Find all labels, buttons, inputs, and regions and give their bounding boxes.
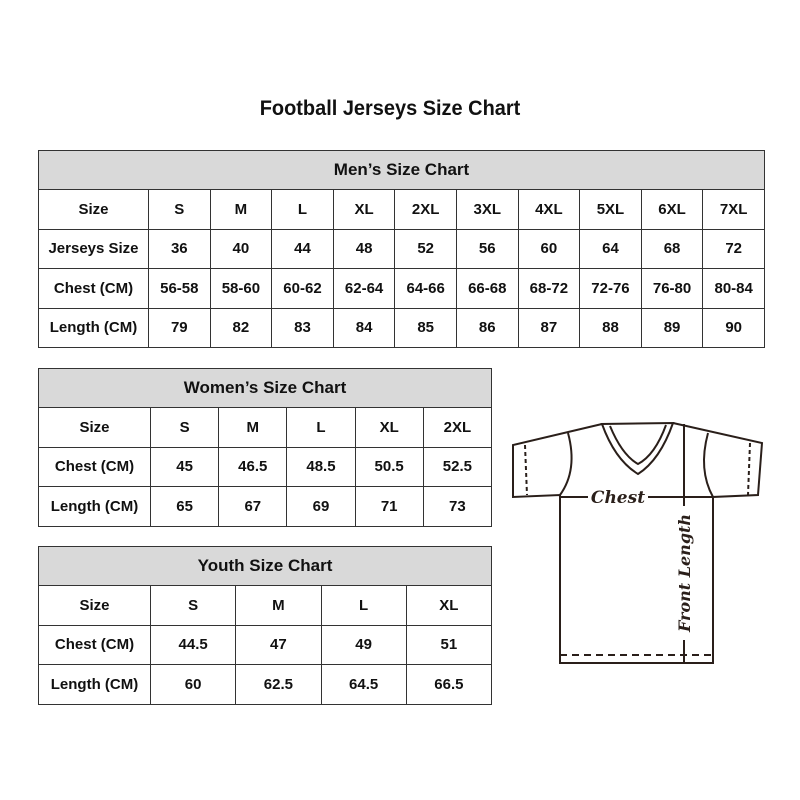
table-cell: 68 [640, 228, 704, 269]
table-cell: 85 [394, 307, 457, 348]
table-cell: 88 [579, 307, 642, 348]
table-cell: S [148, 189, 211, 230]
table-cell: 64 [579, 228, 642, 269]
row-header: Size [38, 407, 151, 448]
table-cell: 47 [235, 624, 322, 665]
table-cell: 89 [640, 307, 704, 348]
table-cell: 46.5 [218, 446, 288, 487]
table-cell: L [286, 407, 356, 448]
table-cell: 79 [148, 307, 211, 348]
shirt-outline-icon [512, 422, 764, 664]
table-row: Size S M L XL 2XL 3XL 4XL 5XL 6XL 7XL [38, 189, 765, 230]
table-cell: 68-72 [517, 268, 581, 309]
table-cell: 52.5 [422, 446, 493, 487]
table-cell: M [218, 407, 288, 448]
table-cell: 51 [405, 624, 493, 665]
table-row: Jerseys Size 36 40 44 48 52 56 60 64 68 72 [38, 228, 765, 269]
table-cell: 71 [354, 486, 424, 527]
table-cell: L [320, 585, 407, 626]
table-cell: 56-58 [148, 268, 211, 309]
table-cell: 5XL [579, 189, 642, 230]
row-header: Chest (CM) [38, 268, 149, 309]
table-cell: 65 [149, 486, 220, 527]
table-cell: 87 [517, 307, 581, 348]
table-cell: 72-76 [579, 268, 642, 309]
row-header: Jerseys Size [38, 228, 149, 269]
table-cell: 50.5 [354, 446, 424, 487]
table-cell: 76-80 [640, 268, 704, 309]
table-row: Chest (CM) 56-58 58-60 60-62 62-64 64-66 66-68… [38, 268, 765, 309]
front-length-label: Front Length [675, 514, 694, 633]
table-cell: 58-60 [209, 268, 273, 309]
table-cell: 2XL [394, 189, 457, 230]
row-header: Length (CM) [38, 664, 151, 705]
table-cell: 66.5 [405, 664, 493, 705]
table-row: Chest (CM) 45 46.5 48.5 50.5 52.5 [38, 446, 493, 487]
table-cell: 40 [209, 228, 273, 269]
table-cell: 80-84 [702, 268, 765, 309]
row-header: Size [38, 585, 151, 626]
table-row: Size S M L XL [38, 585, 493, 626]
mens-size-table: Men’s Size Chart Size S M L XL 2XL 3XL 4XL 5XL 6XL… [38, 150, 765, 348]
table-cell: 52 [394, 228, 457, 269]
table-cell: 4XL [517, 189, 581, 230]
table-cell: 44 [271, 228, 334, 269]
table-cell: 49 [320, 624, 407, 665]
youth-size-table: Youth Size Chart Size S M L XL Chest (CM) 44.5 4… [38, 546, 493, 705]
row-header: Chest (CM) [38, 446, 151, 487]
table-cell: 48 [332, 228, 396, 269]
table-cell: 66-68 [455, 268, 519, 309]
table-cell: 82 [209, 307, 273, 348]
row-header: Chest (CM) [38, 624, 151, 665]
table-row: Chest (CM) 44.5 47 49 51 [38, 624, 493, 665]
table-cell: 3XL [455, 189, 519, 230]
page-title: Football Jerseys Size Chart [259, 97, 521, 120]
row-header: Size [38, 189, 149, 230]
table-cell: 60-62 [271, 268, 334, 309]
table-cell: 56 [455, 228, 519, 269]
table-cell: 60 [149, 664, 237, 705]
table-cell: 7XL [702, 189, 765, 230]
table-cell: 90 [702, 307, 765, 348]
table-caption: Youth Size Chart [38, 546, 492, 586]
table-cell: L [271, 189, 334, 230]
jersey-measurement-diagram: Chest Front Length [512, 421, 764, 664]
table-cell: 67 [218, 486, 288, 527]
table-cell: 73 [422, 486, 493, 527]
row-header: Length (CM) [38, 307, 149, 348]
table-caption: Women’s Size Chart [38, 368, 492, 408]
table-cell: M [209, 189, 273, 230]
table-cell: 83 [271, 307, 334, 348]
table-cell: 44.5 [149, 624, 237, 665]
chest-label: Chest [591, 488, 645, 508]
table-row: Length (CM) 65 67 69 71 73 [38, 486, 493, 527]
table-cell: 62.5 [235, 664, 322, 705]
table-cell: 64.5 [320, 664, 407, 705]
table-cell: 62-64 [332, 268, 396, 309]
row-header: Length (CM) [38, 486, 151, 527]
table-cell: 6XL [640, 189, 704, 230]
table-cell: 2XL [422, 407, 493, 448]
table-cell: XL [332, 189, 396, 230]
table-cell: 64-66 [394, 268, 457, 309]
table-row: Length (CM) 79 82 83 84 85 86 87 88 89 90 [38, 307, 765, 348]
table-cell: 60 [517, 228, 581, 269]
table-cell: S [149, 585, 237, 626]
womens-size-table: Women’s Size Chart Size S M L XL 2XL Chest (CM)… [38, 368, 493, 527]
table-row: Size S M L XL 2XL [38, 407, 493, 448]
table-row: Length (CM) 60 62.5 64.5 66.5 [38, 664, 493, 705]
table-cell: 84 [332, 307, 396, 348]
table-cell: 86 [455, 307, 519, 348]
table-cell: 72 [702, 228, 765, 269]
table-cell: XL [405, 585, 493, 626]
table-cell: 69 [286, 486, 356, 527]
table-cell: S [149, 407, 220, 448]
table-cell: XL [354, 407, 424, 448]
table-cell: 36 [148, 228, 211, 269]
table-cell: M [235, 585, 322, 626]
table-cell: 48.5 [286, 446, 356, 487]
table-cell: 45 [149, 446, 220, 487]
table-caption: Men’s Size Chart [38, 150, 765, 190]
